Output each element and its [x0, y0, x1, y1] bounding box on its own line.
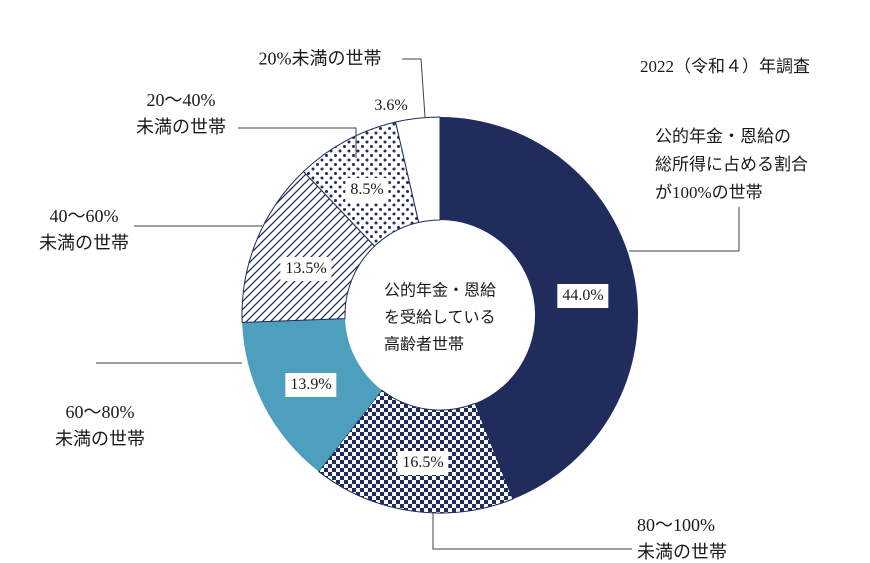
donut-slice-5 — [394, 116, 441, 223]
label-40-60: 40〜60% 未満の世帯 — [39, 206, 129, 253]
leader-line-80-100 — [432, 512, 632, 550]
label-100-percent: 公的年金・恩給の 総所得に占める割合 が100%の世帯 — [655, 127, 808, 202]
leader-line-20-40 — [238, 127, 357, 158]
label-80-100: 80〜100% 未満の世帯 — [637, 515, 727, 562]
donut-slice-0 — [440, 117, 639, 500]
donut-center-label: 公的年金・恩給 を受給している 高齢者世帯 — [383, 282, 497, 354]
value-under-20: 3.6% — [369, 94, 413, 118]
leader-line-100 — [629, 207, 740, 252]
survey-year-note: 2022（令和４）年調査 — [640, 57, 810, 76]
value-100-percent: 44.0% — [557, 284, 609, 308]
value-20-40: 8.5% — [345, 178, 389, 202]
label-under-20: 20%未満の世帯 — [258, 48, 382, 69]
value-80-100: 16.5% — [397, 451, 449, 475]
value-40-60: 13.5% — [280, 257, 332, 281]
label-60-80: 60〜80% 未満の世帯 — [55, 402, 145, 449]
leader-line-under20 — [402, 58, 426, 118]
label-20-40: 20〜40% 未満の世帯 — [136, 90, 226, 137]
value-60-80: 13.9% — [285, 373, 337, 397]
donut-slice-3 — [241, 170, 376, 323]
